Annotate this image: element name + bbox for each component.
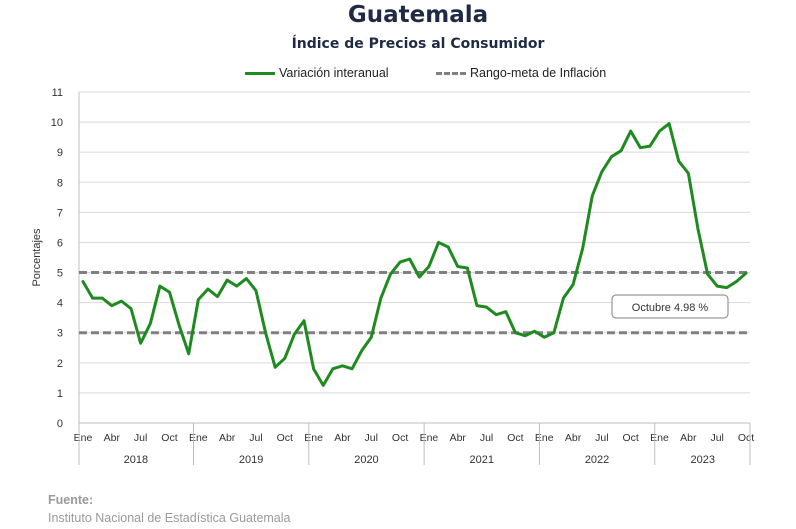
y-tick-label: 1 — [57, 388, 63, 400]
x-tick-label: Jul — [134, 432, 147, 444]
y-tick-label: 5 — [57, 268, 63, 280]
legend-item-series: Variación interanual — [245, 66, 389, 80]
source-label: Fuente: — [48, 493, 94, 507]
legend-band-label: Rango-meta de Inflación — [470, 66, 607, 80]
y-tick-label: 3 — [57, 328, 63, 340]
x-tick-label: Ene — [535, 432, 554, 444]
x-tick-label: Abr — [219, 432, 236, 444]
x-tick-label: Jul — [480, 432, 493, 444]
y-tick-label: 10 — [51, 117, 63, 129]
y-tick-label: 2 — [57, 358, 63, 370]
x-tick-label: Abr — [680, 432, 697, 444]
x-tick-label: Oct — [738, 432, 754, 444]
chart-subtitle: Índice de Precios al Consumidor — [291, 36, 545, 52]
x-tick-label: Jul — [249, 432, 262, 444]
x-tick-label: Abr — [450, 432, 467, 444]
series-line-variacion-interanual — [81, 122, 748, 387]
year-label: 2019 — [239, 454, 263, 466]
x-tick-label: Oct — [507, 432, 523, 444]
year-label: 2021 — [470, 454, 494, 466]
legend-dashed-line-swatch — [436, 71, 466, 75]
x-tick-label: Ene — [74, 432, 93, 444]
y-tick-label: 6 — [57, 237, 63, 249]
legend-item-band: Rango-meta de Inflación — [436, 66, 606, 80]
x-tick-label: Jul — [710, 432, 723, 444]
x-tick-label: Jul — [365, 432, 378, 444]
x-tick-label: Oct — [392, 432, 408, 444]
y-tick-label: 8 — [57, 177, 63, 189]
x-tick-label: Abr — [104, 432, 121, 444]
x-tick-label: Oct — [277, 432, 293, 444]
legend-solid-line-swatch — [245, 71, 275, 75]
source-text: Instituto Nacional de Estadística Guatem… — [48, 511, 291, 525]
x-tick-label: Ene — [420, 432, 439, 444]
y-tick-label: 9 — [57, 147, 63, 159]
chart-title: Guatemala — [347, 2, 489, 28]
y-tick-label: 4 — [57, 298, 63, 310]
y-tick-label: 7 — [57, 207, 63, 219]
year-label: 2022 — [585, 454, 609, 466]
annotation-box — [611, 294, 729, 319]
legend-series-label: Variación interanual — [279, 66, 389, 80]
x-tick-label: Ene — [189, 432, 208, 444]
year-label: 2023 — [691, 454, 715, 466]
year-label: 2018 — [124, 454, 148, 466]
y-tick-label: 11 — [52, 87, 63, 99]
x-tick-label: Ene — [304, 432, 323, 444]
y-axis-title: Porcentajes — [31, 228, 43, 287]
legend: Variación interanual Rango-meta de Infla… — [0, 66, 796, 84]
x-tick-label: Abr — [565, 432, 582, 444]
x-tick-label: Abr — [334, 432, 351, 444]
annotation-label: Octubre 4.98 % — [632, 302, 709, 314]
x-tick-label: Oct — [161, 432, 177, 444]
year-label: 2020 — [354, 454, 378, 466]
x-tick-label: Jul — [595, 432, 608, 444]
x-tick-label: Ene — [650, 432, 669, 444]
y-tick-label: 0 — [57, 418, 63, 430]
x-tick-label: Oct — [623, 432, 639, 444]
